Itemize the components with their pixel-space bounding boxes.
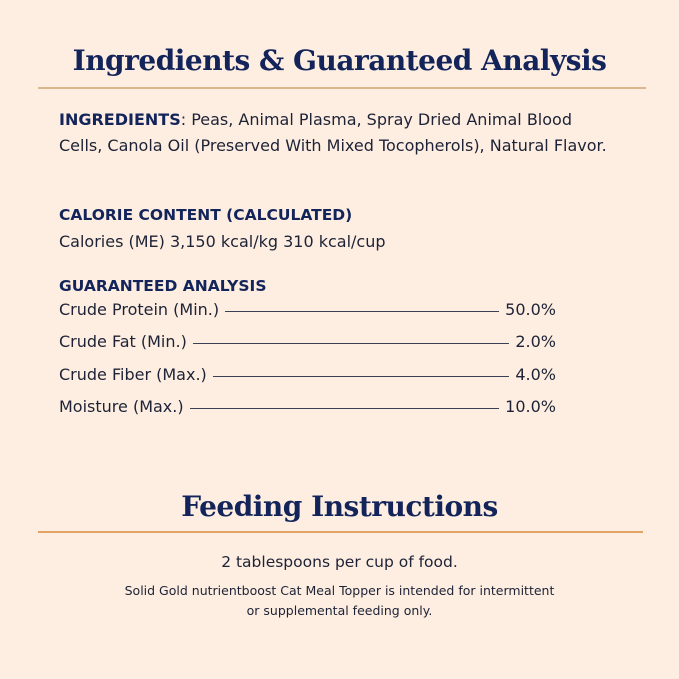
analysis-row: Crude Protein (Min.) 50.0% [59,300,556,319]
section-title-feeding: Feeding Instructions [181,490,498,523]
nutrient-name: Moisture (Max.) [59,397,184,416]
analysis-row: Moisture (Max.) 10.0% [59,397,556,416]
nutrient-value: 10.0% [505,397,556,416]
calorie-text: Calories (ME) 3,150 kcal/kg 310 kcal/cup [59,232,386,251]
feeding-note-line: or supplemental feeding only. [246,603,433,618]
ingredients-text: INGREDIENTS: Peas, Animal Plasma, Spray … [59,107,619,158]
nutrient-value: 4.0% [515,365,556,384]
nutrient-name: Crude Fat (Min.) [59,332,187,351]
nutrient-name: Crude Fiber (Max.) [59,365,207,384]
section-title-ingredients: Ingredients & Guaranteed Analysis [72,44,607,77]
leader-line [189,408,500,409]
divider [38,531,643,533]
feeding-amount: 2 tablespoons per cup of food. [221,553,458,571]
nutrient-value: 50.0% [505,300,556,319]
leader-line [212,376,510,377]
nutrient-value: 2.0% [515,332,556,351]
analysis-row: Crude Fat (Min.) 2.0% [59,332,556,351]
divider [38,87,646,89]
feeding-note-line: Solid Gold nutrientboost Cat Meal Topper… [124,583,555,598]
calorie-heading: CALORIE CONTENT (CALCULATED) [59,206,353,224]
ingredients-list: : Peas, Animal Plasma, Spray Dried Anima… [59,110,607,155]
ingredients-label: INGREDIENTS [59,110,181,129]
analysis-heading: GUARANTEED ANALYSIS [59,277,267,295]
analysis-row: Crude Fiber (Max.) 4.0% [59,365,556,384]
nutrient-name: Crude Protein (Min.) [59,300,220,319]
feeding-note: Solid Gold nutrientboost Cat Meal Topper… [0,581,679,621]
leader-line [225,311,500,312]
leader-line [192,343,510,344]
